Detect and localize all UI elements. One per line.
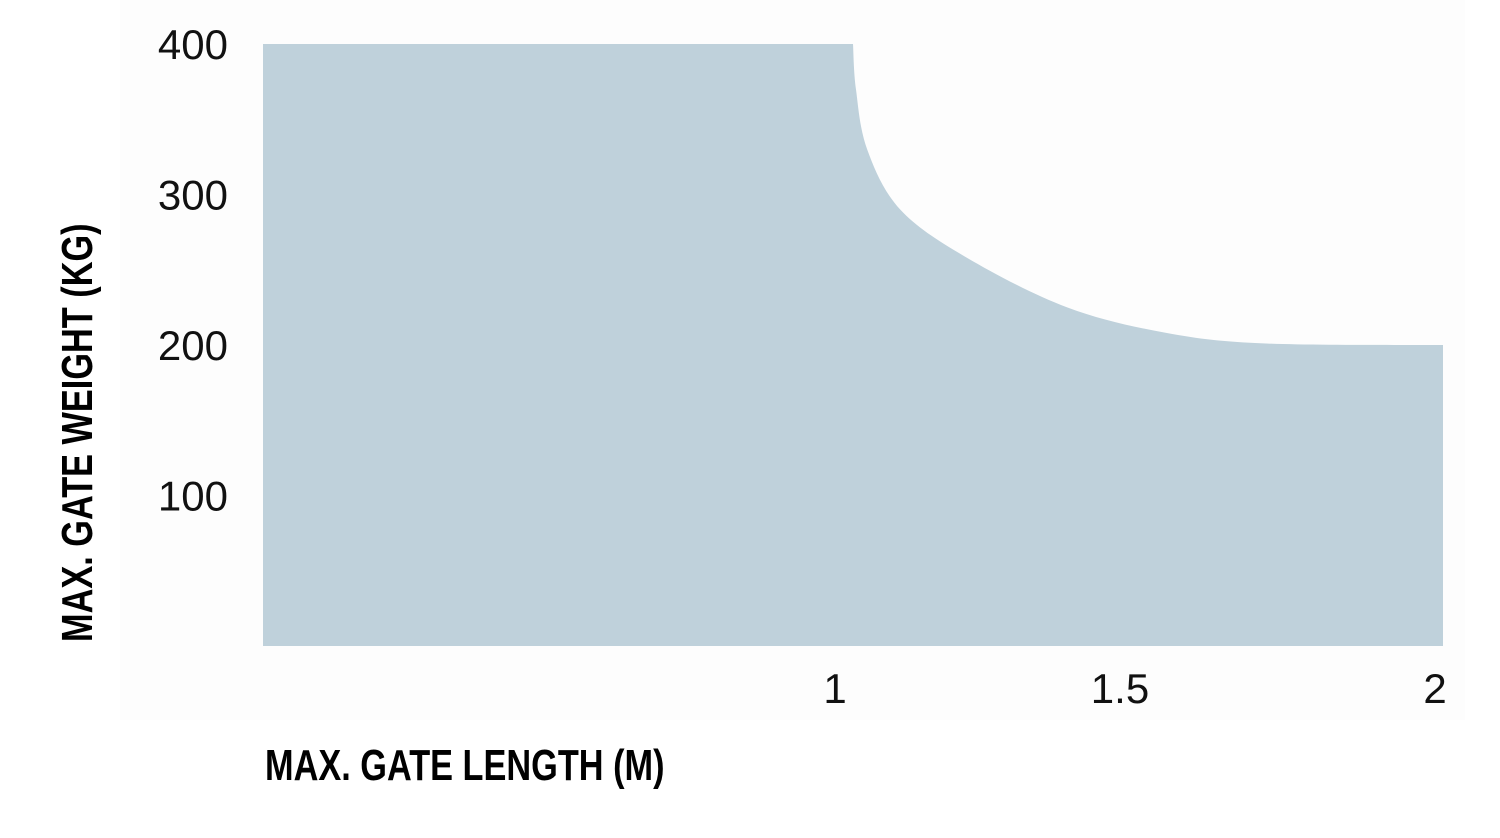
y-tick-label: 300 xyxy=(158,172,228,219)
x-tick-label: 1.5 xyxy=(1091,665,1149,712)
area-max-weight xyxy=(263,44,1443,646)
x-axis-title: MAX. GATE LENGTH (M) xyxy=(265,741,665,790)
y-axis-title: MAX. GATE WEIGHT (KG) xyxy=(53,223,102,642)
y-tick-label: 100 xyxy=(158,473,228,520)
x-tick-label: 2 xyxy=(1423,665,1446,712)
y-tick-label: 200 xyxy=(158,322,228,369)
y-tick-label: 400 xyxy=(158,21,228,68)
x-tick-label: 1 xyxy=(823,665,846,712)
